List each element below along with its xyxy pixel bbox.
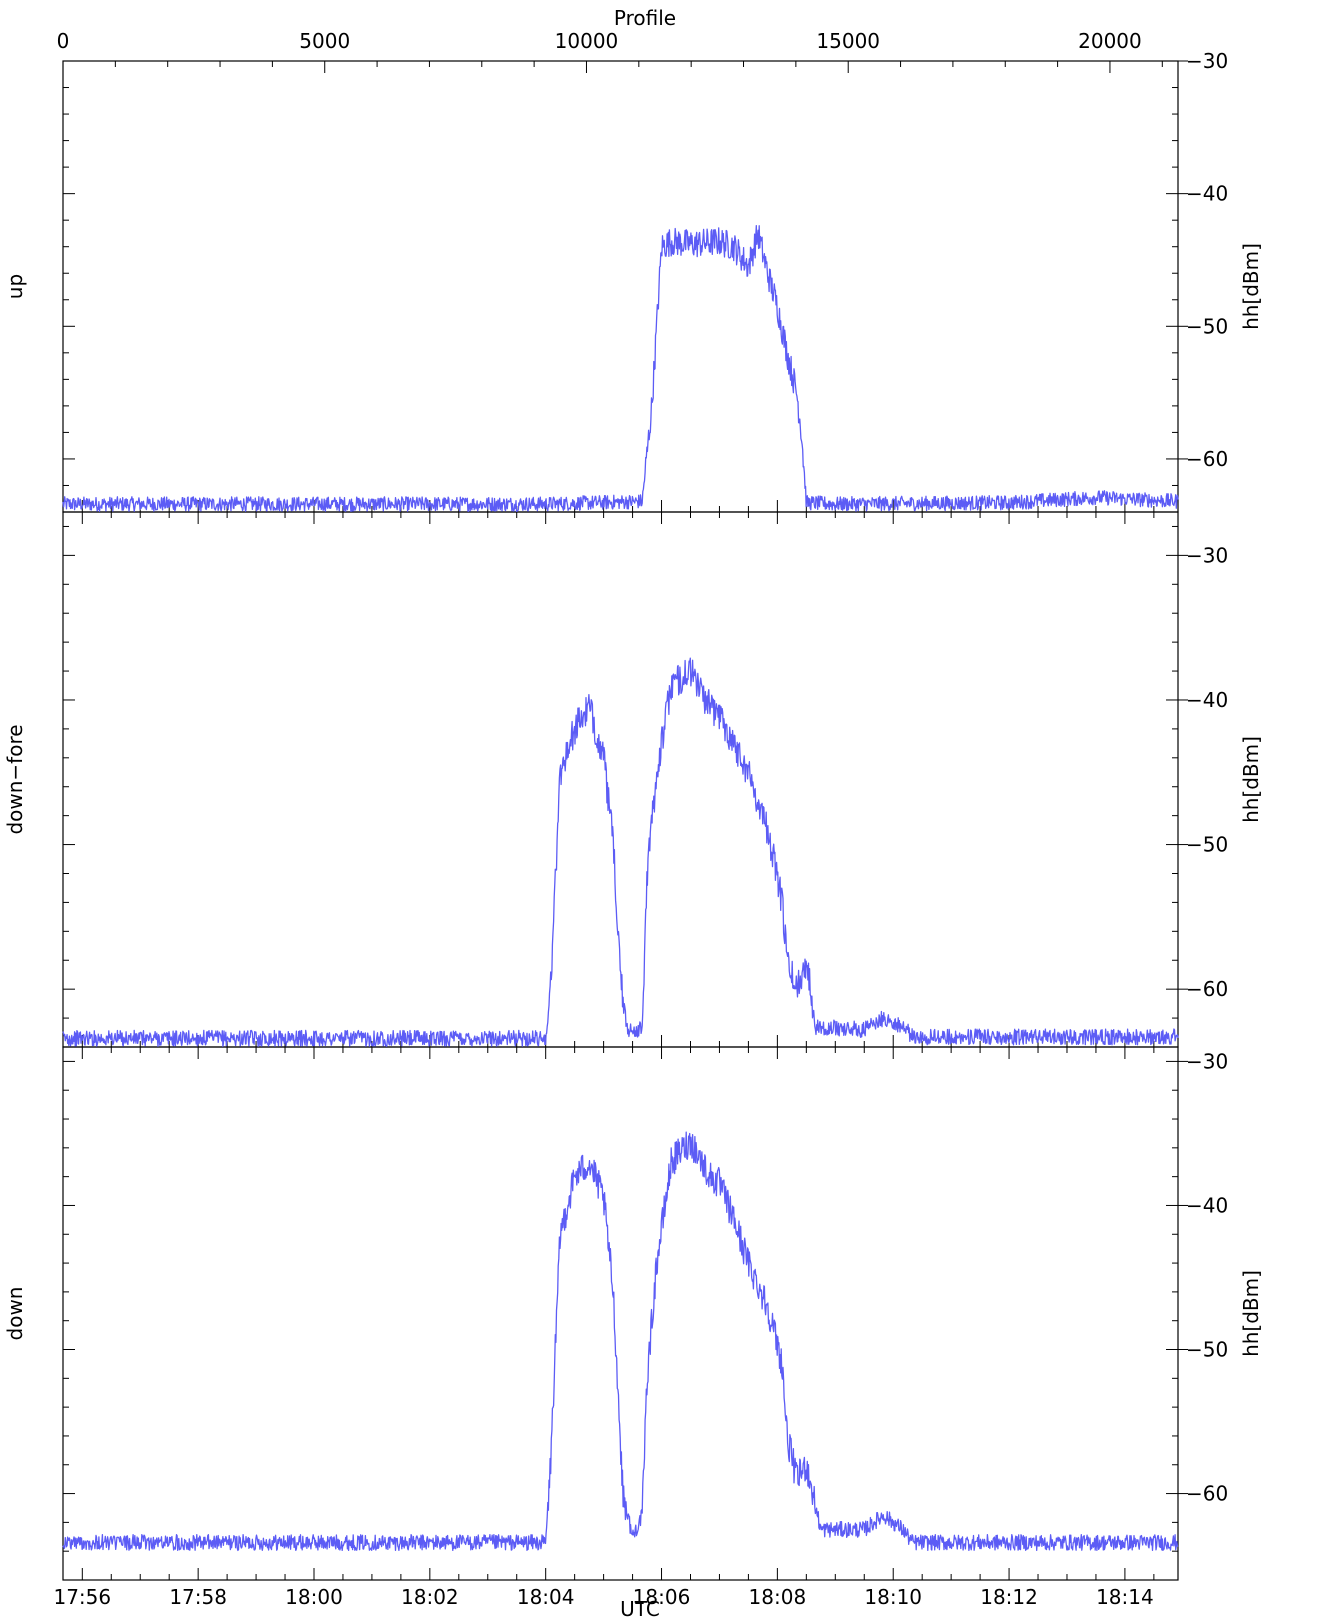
y-tick-label: −40	[1186, 1193, 1228, 1217]
time-tick-label: 17:56	[53, 1585, 111, 1609]
time-tick-label: 18:10	[864, 1585, 922, 1609]
top-tick-label: 10000	[555, 29, 619, 53]
panel-label-up: up	[3, 274, 27, 299]
top-tick-label: 0	[57, 29, 70, 53]
y-tick-label: −50	[1186, 833, 1228, 857]
bottom-axis-title: UTC	[620, 1597, 660, 1621]
panel-label-down-fore: down−fore	[3, 724, 27, 834]
y-tick-label: −60	[1186, 447, 1228, 471]
series-line-down-fore	[62, 657, 1179, 1047]
tick-labels: 0 5000 10000 15000 20000 17:56 17:58 18:00 18:02…	[3, 29, 1263, 1609]
panel-frame-up	[62, 60, 1179, 513]
time-tick-label: 18:08	[749, 1585, 807, 1609]
panel-label-down: down	[3, 1287, 27, 1341]
panel-unit-up: hh[dBm]	[1239, 243, 1263, 330]
time-tick-label: 18:06	[633, 1585, 691, 1609]
top-tick-label: 5000	[299, 29, 350, 53]
y-tick-label: −40	[1186, 182, 1228, 206]
panel-unit-down-fore: hh[dBm]	[1239, 736, 1263, 823]
top-tick-label: 15000	[816, 29, 880, 53]
time-tick-label: 18:12	[980, 1585, 1038, 1609]
panel-frame-down	[62, 1046, 1179, 1581]
time-tick-label: 18:00	[285, 1585, 343, 1609]
time-tick-label: 18:02	[401, 1585, 459, 1609]
y-tick-label: −30	[1186, 1049, 1228, 1073]
y-tick-label: −50	[1186, 314, 1228, 338]
panel-unit-down: hh[dBm]	[1239, 1270, 1263, 1357]
axis-ticks	[62, 60, 1188, 1580]
y-tick-label: −60	[1186, 977, 1228, 1001]
time-tick-label: 17:58	[169, 1585, 227, 1609]
time-tick-label: 18:14	[1096, 1585, 1154, 1609]
y-tick-label: −60	[1186, 1482, 1228, 1506]
series-line-down	[62, 1131, 1179, 1552]
series-line-up	[62, 225, 1179, 512]
panel-frames	[62, 60, 1179, 1581]
y-tick-label: −40	[1186, 688, 1228, 712]
time-tick-label: 18:04	[517, 1585, 575, 1609]
top-axis-title: Profile	[614, 6, 676, 30]
series-lines	[62, 225, 1179, 1552]
y-tick-label: −50	[1186, 1338, 1228, 1362]
y-tick-label: −30	[1186, 49, 1228, 73]
top-tick-label: 20000	[1078, 29, 1142, 53]
y-tick-label: −30	[1186, 543, 1228, 567]
